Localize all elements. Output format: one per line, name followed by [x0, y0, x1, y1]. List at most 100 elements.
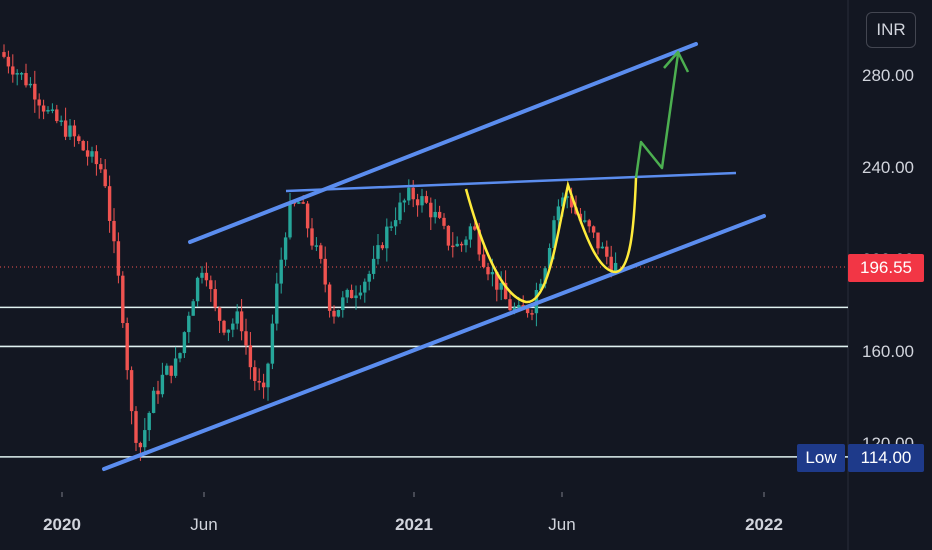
candle-body — [583, 220, 587, 222]
candle-body — [486, 267, 490, 275]
candle-body — [182, 332, 187, 354]
candle-body — [37, 99, 41, 106]
candle-body — [165, 365, 169, 375]
candle-body — [332, 310, 336, 317]
candle-body — [112, 220, 116, 242]
candle-body — [222, 320, 226, 333]
candle-body — [591, 226, 596, 233]
projection-arrow — [634, 53, 680, 179]
candle-body — [442, 217, 446, 226]
candle-body — [41, 105, 46, 112]
candle-body — [398, 202, 402, 221]
candle-body — [160, 374, 165, 395]
candle-body — [499, 282, 503, 290]
candle-body — [464, 239, 468, 246]
currency-button[interactable]: INR — [866, 12, 916, 48]
candle-body — [393, 220, 398, 227]
candle-body — [6, 56, 11, 67]
candle-body — [200, 272, 204, 278]
candle-body — [156, 390, 160, 395]
candle-body — [385, 226, 389, 249]
candle-body — [24, 73, 28, 86]
candle-body — [411, 187, 415, 200]
candle-body — [77, 136, 81, 141]
candle-body — [270, 323, 275, 364]
candle-body — [609, 256, 613, 272]
candle-body — [508, 299, 512, 311]
candle-body — [116, 241, 121, 276]
candle-body — [195, 277, 200, 302]
candle-body — [473, 226, 477, 230]
candle-body — [191, 301, 195, 316]
candle-body — [327, 284, 332, 311]
candle-body — [429, 202, 433, 218]
candle-body — [376, 245, 380, 259]
candle-body — [336, 310, 341, 317]
candle-body — [363, 281, 367, 293]
x-tick-label: Jun — [548, 515, 575, 534]
candle-body — [50, 109, 55, 111]
candle-body — [244, 331, 248, 346]
candle-body — [424, 196, 429, 203]
candle-body — [517, 305, 521, 308]
candle-body — [239, 311, 244, 332]
candle-body — [204, 272, 209, 281]
y-tick-label: 160.00 — [862, 342, 914, 361]
candle-body — [81, 140, 85, 151]
candle-body — [121, 275, 125, 324]
candle-body — [147, 412, 151, 431]
candle-body — [565, 196, 569, 198]
candle-body — [358, 292, 363, 296]
candle-body — [354, 295, 358, 299]
candle-body — [72, 125, 77, 137]
candle-body — [2, 52, 6, 57]
candle-body — [209, 280, 213, 290]
candle-body — [266, 363, 270, 388]
candle-body — [547, 247, 552, 269]
candle-body — [569, 196, 574, 208]
candle-body — [213, 289, 217, 308]
candle-body — [319, 245, 323, 259]
candle-body — [125, 323, 129, 371]
candle-body — [46, 109, 50, 112]
candle-body — [323, 258, 327, 285]
candle-body — [283, 237, 288, 260]
candle-body — [99, 164, 103, 170]
candle-body — [402, 200, 407, 203]
candle-body — [19, 73, 24, 75]
candle-body — [138, 442, 143, 448]
candle-body — [68, 125, 72, 137]
candle-body — [257, 380, 261, 383]
candle-body — [63, 120, 68, 137]
candle-body — [512, 307, 517, 311]
candle-body — [55, 109, 59, 122]
candle-body — [389, 226, 393, 228]
candle-body — [248, 345, 253, 368]
y-tick-label: 240.00 — [862, 158, 914, 177]
y-tick-label: 280.00 — [862, 66, 914, 85]
candle-body — [600, 246, 605, 249]
candle-body — [143, 430, 147, 448]
candle-body — [305, 203, 310, 229]
resistance-line — [285, 171, 737, 193]
channel-lower-line — [102, 214, 766, 471]
candle-body — [173, 358, 178, 376]
candle-body — [490, 272, 495, 275]
x-tick-label: Jun — [190, 515, 217, 534]
low-label: Low — [797, 444, 845, 472]
candle-body — [178, 353, 182, 359]
candle-body — [543, 268, 547, 284]
candle-body — [613, 262, 618, 272]
candle-body — [459, 243, 464, 246]
candle-body — [310, 228, 314, 246]
x-tick-label: 2021 — [395, 515, 433, 534]
candle-body — [85, 150, 90, 157]
candle-body — [15, 73, 19, 75]
candle-body — [420, 196, 424, 206]
candle-body — [134, 411, 138, 443]
candle-body — [477, 229, 481, 255]
candle-body — [11, 66, 15, 75]
candle-body — [552, 220, 556, 248]
candle-body — [525, 308, 530, 314]
